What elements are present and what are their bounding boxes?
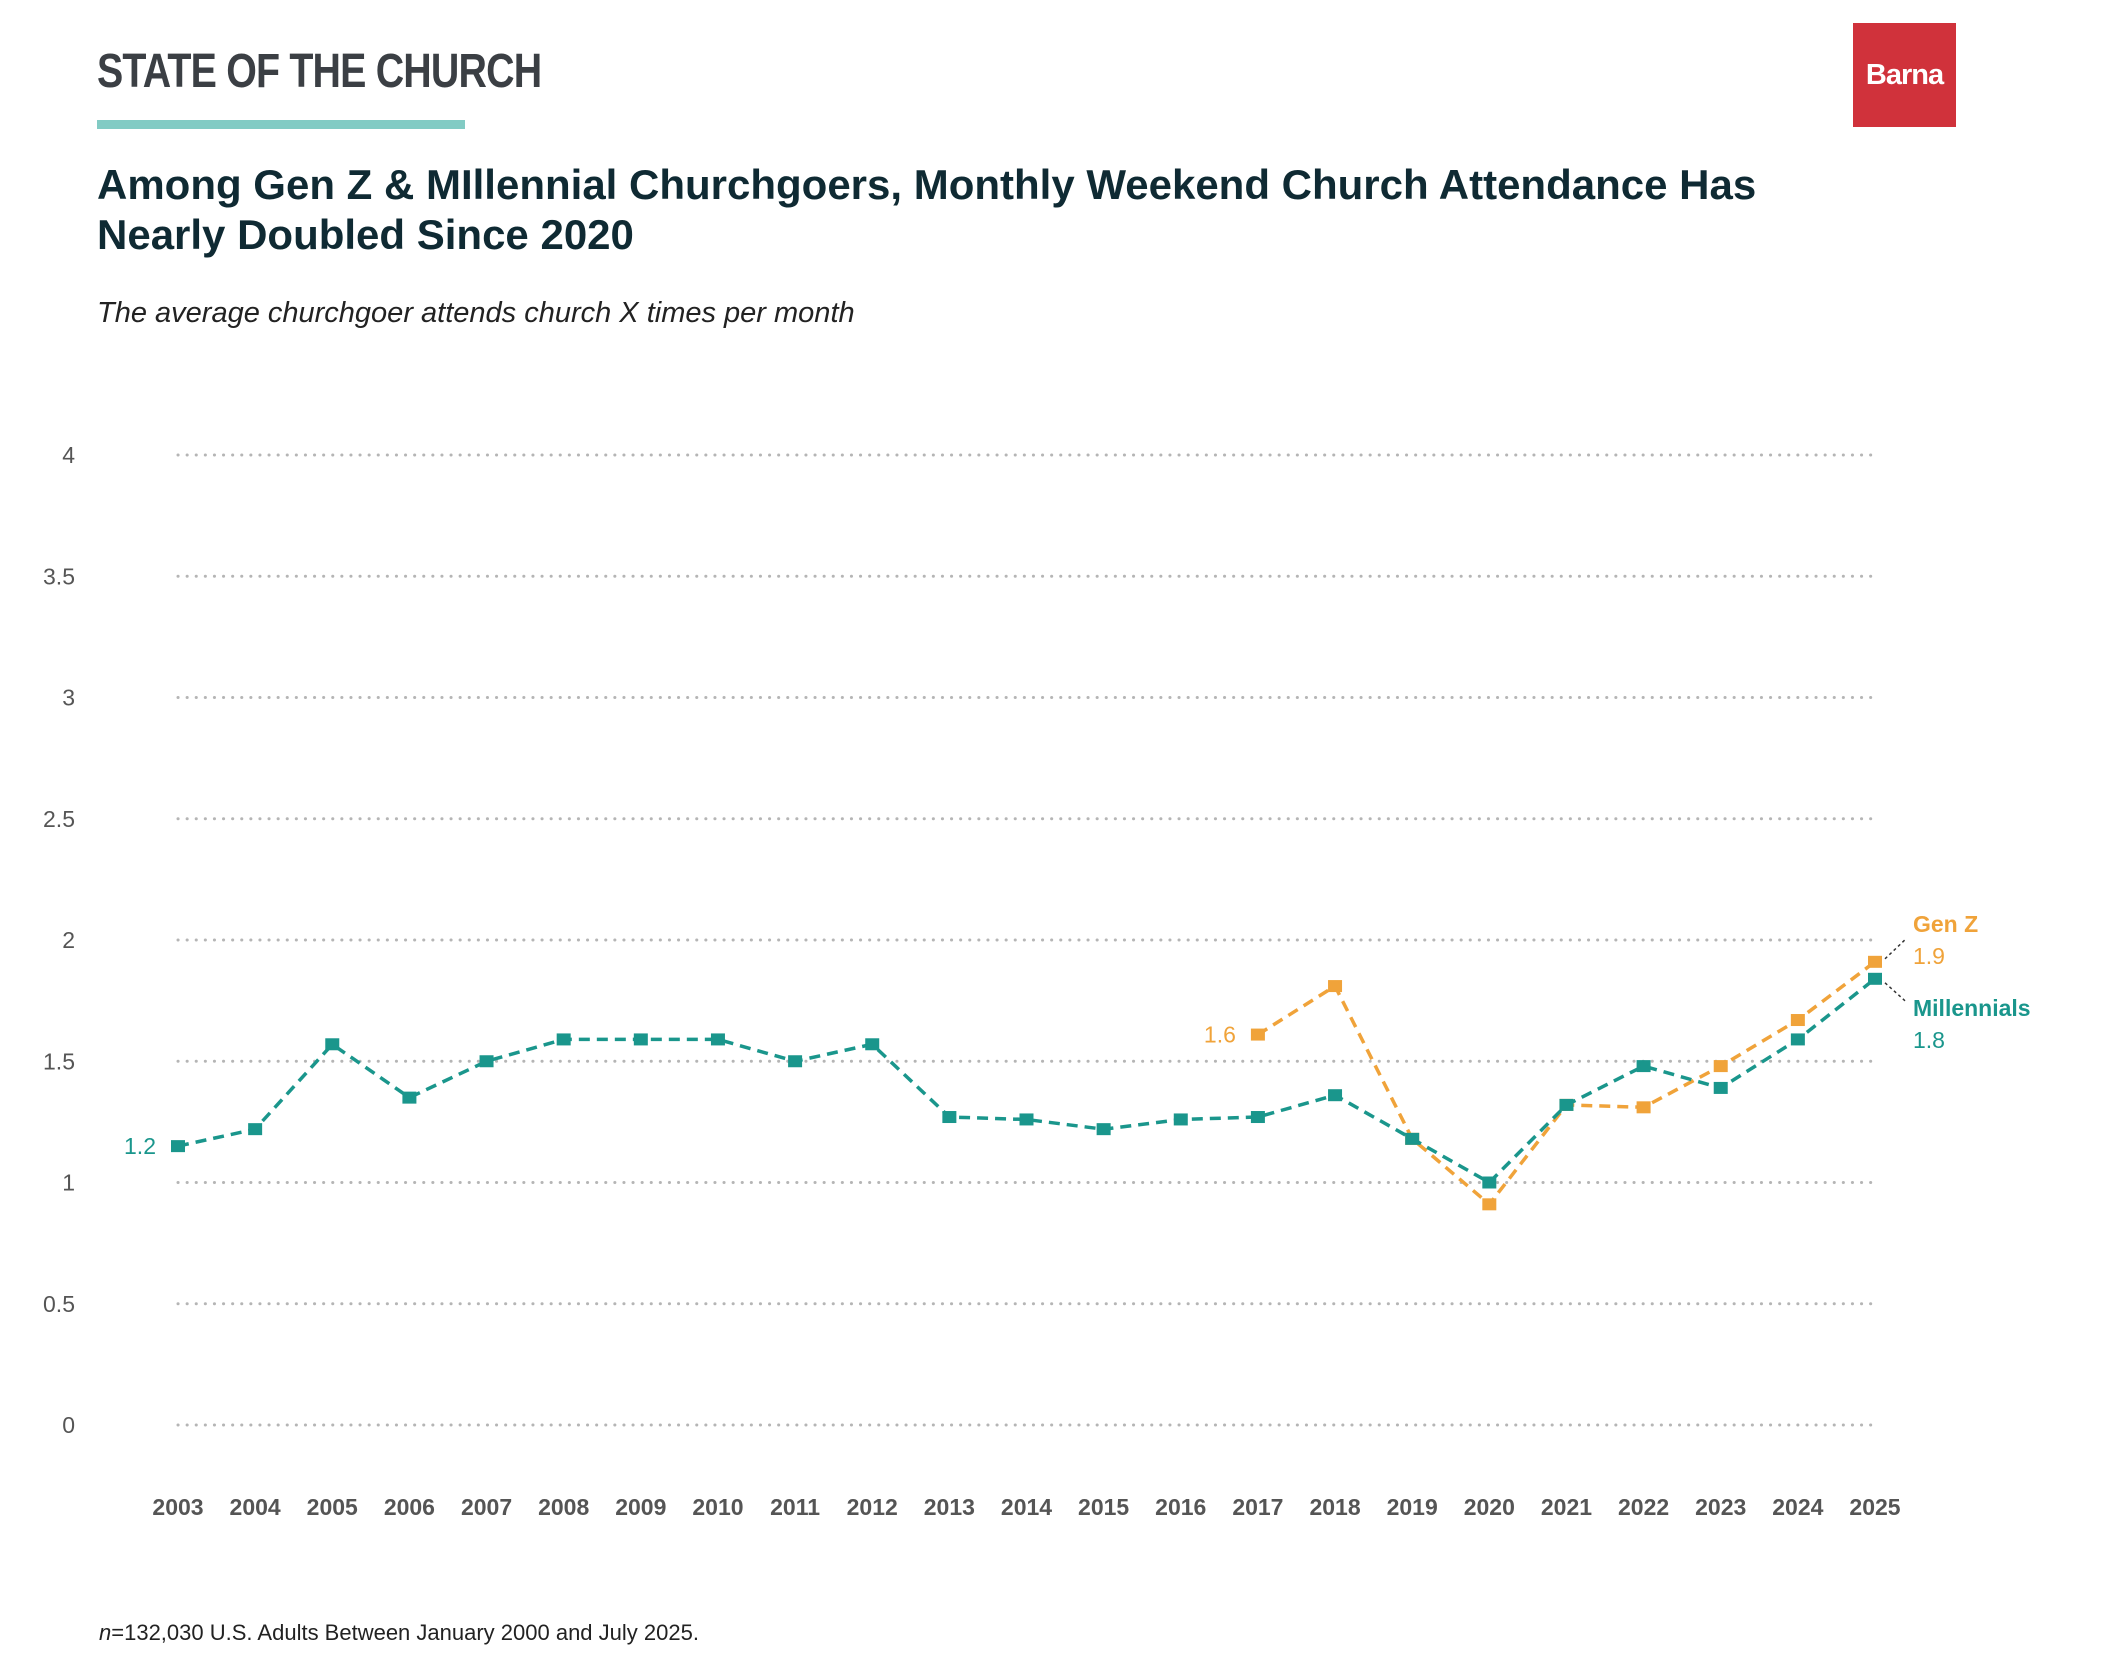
millennials-point[interactable]: [1636, 1060, 1651, 1073]
millennials-point[interactable]: [1250, 1111, 1265, 1124]
genz-end-name: Gen Z: [1913, 911, 1978, 937]
footnote: n=132,030 U.S. Adults Between January 20…: [99, 1620, 699, 1646]
x-tick-label: 2019: [1387, 1494, 1438, 1520]
chart-subtitle: The average churchgoer attends church X …: [97, 297, 855, 329]
brand-title: STATE OF THE CHURCH: [97, 45, 542, 98]
gen-z-point[interactable]: [1790, 1014, 1805, 1027]
millennials-point[interactable]: [788, 1055, 803, 1068]
gen-z-line: [1256, 960, 1877, 1207]
millennials-point[interactable]: [556, 1033, 571, 1046]
millennials-point[interactable]: [1328, 1089, 1343, 1102]
millennials-point[interactable]: [1173, 1113, 1188, 1126]
y-tick-label: 1: [62, 1170, 75, 1196]
x-tick-label: 2021: [1541, 1494, 1592, 1520]
chart-headline: Among Gen Z & MIllennial Churchgoers, Mo…: [97, 161, 1757, 258]
x-tick-label: 2011: [770, 1494, 820, 1520]
genz-end-value: 1.9: [1913, 943, 1945, 969]
millennials-start-label: 1.2: [124, 1133, 156, 1159]
millennials-point[interactable]: [402, 1091, 417, 1104]
millennials-point[interactable]: [710, 1033, 725, 1046]
millennials-point[interactable]: [479, 1055, 494, 1068]
footnote-n: n: [99, 1620, 112, 1645]
millennials-point[interactable]: [633, 1033, 648, 1046]
y-tick-label: 3.5: [43, 563, 75, 589]
x-tick-label: 2023: [1695, 1494, 1746, 1520]
gen-z-point[interactable]: [1636, 1101, 1651, 1114]
millennials-point[interactable]: [865, 1038, 880, 1051]
millennials-point[interactable]: [942, 1111, 957, 1124]
y-tick-label: 4: [62, 442, 75, 468]
x-tick-label: 2016: [1155, 1494, 1206, 1520]
footnote-text: =132,030 U.S. Adults Between January 200…: [111, 1620, 699, 1645]
x-tick-label: 2007: [461, 1494, 512, 1520]
x-tick-label: 2018: [1309, 1494, 1360, 1520]
x-tick-label: 2014: [1001, 1494, 1052, 1520]
millennials-point[interactable]: [325, 1038, 340, 1051]
millennials-point[interactable]: [1405, 1132, 1420, 1145]
millennials-point[interactable]: [1559, 1098, 1574, 1111]
x-tick-label: 2010: [692, 1494, 743, 1520]
y-axis-ticks: 0 0.5 1 1.5 2 2.5 3 3.5 4: [43, 442, 75, 1438]
brand-rule: [97, 120, 465, 129]
y-tick-label: 1.5: [43, 1048, 75, 1074]
millennials-end-value: 1.8: [1913, 1027, 1945, 1053]
gridlines: [176, 453, 1877, 1427]
x-tick-label: 2024: [1772, 1494, 1823, 1520]
x-tick-label: 2009: [615, 1494, 666, 1520]
y-tick-label: 0.5: [43, 1291, 75, 1317]
millennials-end-name: Millennials: [1913, 995, 2031, 1021]
y-tick-label: 3: [62, 685, 75, 711]
millennials-point[interactable]: [1790, 1033, 1805, 1046]
series-layer: [171, 955, 1882, 1211]
genz-leader-line: [1884, 939, 1906, 960]
y-tick-label: 2: [62, 927, 75, 953]
millennials-leader-line: [1884, 982, 1906, 1002]
millennials-line: [177, 977, 1877, 1185]
x-tick-label: 2004: [230, 1494, 281, 1520]
gen-z-point[interactable]: [1328, 980, 1343, 993]
barna-logo[interactable]: Barna: [1853, 23, 1956, 127]
gen-z-point[interactable]: [1868, 955, 1882, 968]
gen-z-point[interactable]: [1713, 1060, 1728, 1073]
x-tick-label: 2020: [1464, 1494, 1515, 1520]
x-tick-label: 2008: [538, 1494, 589, 1520]
x-axis-ticks: 2003 2004 2005 2006 2007 2008 2009 2010 2011 2012…: [152, 1494, 1900, 1520]
y-tick-label: 0: [62, 1412, 75, 1438]
x-tick-label: 2005: [307, 1494, 358, 1520]
millennials-point[interactable]: [248, 1123, 263, 1136]
x-tick-label: 2013: [924, 1494, 975, 1520]
millennials-point[interactable]: [1019, 1113, 1034, 1126]
x-tick-label: 2022: [1618, 1494, 1669, 1520]
gen-z-point[interactable]: [1482, 1198, 1497, 1211]
x-tick-label: 2012: [847, 1494, 898, 1520]
x-tick-label: 2025: [1849, 1494, 1900, 1520]
x-tick-label: 2003: [152, 1494, 203, 1520]
x-tick-label: 2017: [1232, 1494, 1283, 1520]
genz-start-label: 1.6: [1204, 1022, 1236, 1048]
series-labels: 1.2 1.6 Gen Z 1.9 Millennials 1.8: [124, 911, 2031, 1159]
millennials-point[interactable]: [171, 1140, 185, 1153]
gen-z-point[interactable]: [1250, 1028, 1265, 1041]
millennials-point[interactable]: [1713, 1081, 1728, 1094]
millennials-point[interactable]: [1096, 1123, 1111, 1136]
x-tick-label: 2006: [384, 1494, 435, 1520]
millennials-point[interactable]: [1482, 1176, 1497, 1189]
y-tick-label: 2.5: [43, 806, 75, 832]
millennials-point[interactable]: [1868, 972, 1882, 985]
x-tick-label: 2015: [1078, 1494, 1129, 1520]
